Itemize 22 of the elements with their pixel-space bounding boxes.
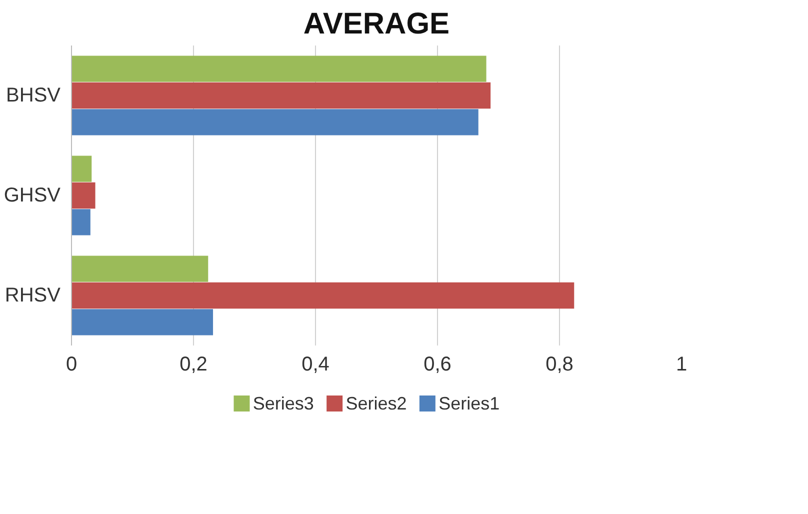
y-tick-label: BHSV (6, 84, 62, 106)
bar (72, 182, 96, 209)
y-tick-label: GHSV (4, 184, 62, 206)
legend-label: Series3 (252, 394, 314, 414)
chart-title: AVERAGE (303, 8, 450, 40)
bar (72, 56, 486, 82)
bar (72, 256, 208, 282)
legend-label: Series2 (346, 394, 407, 414)
x-tick-label: 0,6 (424, 354, 452, 376)
x-tick-label: 0,8 (546, 354, 574, 376)
x-tick-label: 0,2 (180, 354, 208, 376)
x-tick-label: 0 (66, 354, 78, 376)
bar (72, 209, 90, 236)
bar (72, 109, 478, 136)
bar (72, 282, 574, 309)
x-tick-label: 0,4 (302, 354, 330, 376)
bar (72, 82, 491, 109)
legend-label: Series1 (438, 394, 500, 414)
y-tick-label: RHSV (4, 284, 62, 306)
bar (72, 156, 92, 182)
bar (72, 309, 214, 336)
x-tick-label: 1 (676, 354, 688, 376)
